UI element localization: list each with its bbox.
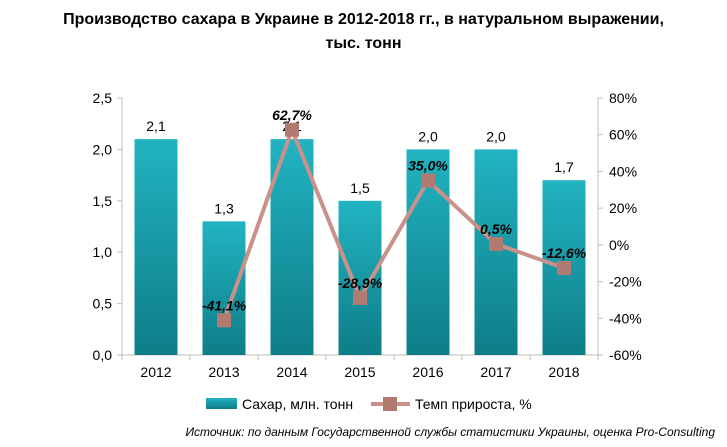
- bar: [134, 139, 178, 355]
- line-point: [489, 236, 503, 251]
- line-data-label: 62,7%: [272, 107, 312, 123]
- y-right-tick-label: 80%: [609, 90, 637, 106]
- x-tick-label: 2013: [208, 364, 239, 380]
- line-point: [285, 122, 299, 137]
- chart-title-line-1: Производство сахара в Украине в 2012-201…: [63, 11, 664, 28]
- legend-line-marker: [383, 397, 397, 411]
- bar: [474, 149, 518, 355]
- legend-line-label: Темп прироста, %: [415, 396, 532, 412]
- bar-data-label: 1,3: [214, 200, 234, 216]
- line-data-label: -12,6%: [542, 245, 587, 261]
- chart-title-line-2: тыс. тонн: [325, 35, 402, 52]
- line-point: [217, 313, 231, 328]
- chart-legend: Сахар, млн. тонн Темп прироста, %: [206, 396, 532, 412]
- y-left-tick-label: 1,5: [93, 193, 113, 209]
- line-data-label: -28,9%: [338, 275, 383, 291]
- y-left-tick-label: 2,5: [93, 90, 113, 106]
- bar-data-labels: 2,11,32,11,52,02,01,7: [146, 118, 574, 216]
- legend-bar-label: Сахар, млн. тонн: [242, 396, 353, 412]
- line-series: [217, 122, 571, 328]
- bar-data-label: 1,7: [554, 159, 574, 175]
- y-right-tick-label: -60%: [609, 347, 642, 363]
- line-point: [353, 290, 367, 305]
- x-tick-label: 2012: [140, 364, 171, 380]
- bar: [338, 200, 382, 355]
- x-tick-label: 2014: [276, 364, 307, 380]
- bar-data-label: 2,1: [146, 118, 166, 134]
- y-right-tick-label: -40%: [609, 310, 642, 326]
- x-tick-label: 2015: [344, 364, 375, 380]
- bar-series: [134, 139, 586, 355]
- y-right-tick-label: -20%: [609, 274, 642, 290]
- x-tick-label: 2018: [548, 364, 579, 380]
- y-left-tick-label: 1,0: [93, 244, 113, 260]
- line-data-label: 35,0%: [408, 158, 448, 174]
- bar-data-label: 2,0: [418, 128, 438, 144]
- y-right-tick-label: 40%: [609, 163, 637, 179]
- y-right-tick-label: 60%: [609, 127, 637, 143]
- legend-bar-swatch: [206, 398, 237, 409]
- line-data-labels: -41,1% 62,7% -28,9% 35,0% 0,5% -12,6%: [202, 107, 587, 314]
- y-right-tick-label: 20%: [609, 200, 637, 216]
- y-left-tick-label: 2,0: [93, 141, 113, 157]
- growth-line: [222, 127, 565, 321]
- bar-data-label: 2,0: [486, 128, 506, 144]
- line-point: [421, 173, 435, 188]
- x-tick-label: 2017: [480, 364, 511, 380]
- bar: [202, 221, 246, 355]
- source-note: Источник: по данным Государственной служ…: [185, 425, 715, 439]
- chart-title: Производство сахара в Украине в 2012-201…: [0, 8, 727, 56]
- line-point: [557, 260, 571, 275]
- line-data-label: -41,1%: [202, 297, 247, 313]
- y-left-tick-label: 0,0: [93, 347, 113, 363]
- y-right-tick-label: 0%: [609, 237, 629, 253]
- chart-axes: 0,0 0,5 1,0 1,5 2,0 2,5 -60% -40% -20% 0% 20% 40% 60…: [93, 90, 642, 380]
- line-data-label: 0,5%: [480, 221, 512, 237]
- bar-data-label: 1,5: [350, 180, 370, 196]
- y-left-tick-label: 0,5: [93, 296, 113, 312]
- x-tick-label: 2016: [412, 364, 443, 380]
